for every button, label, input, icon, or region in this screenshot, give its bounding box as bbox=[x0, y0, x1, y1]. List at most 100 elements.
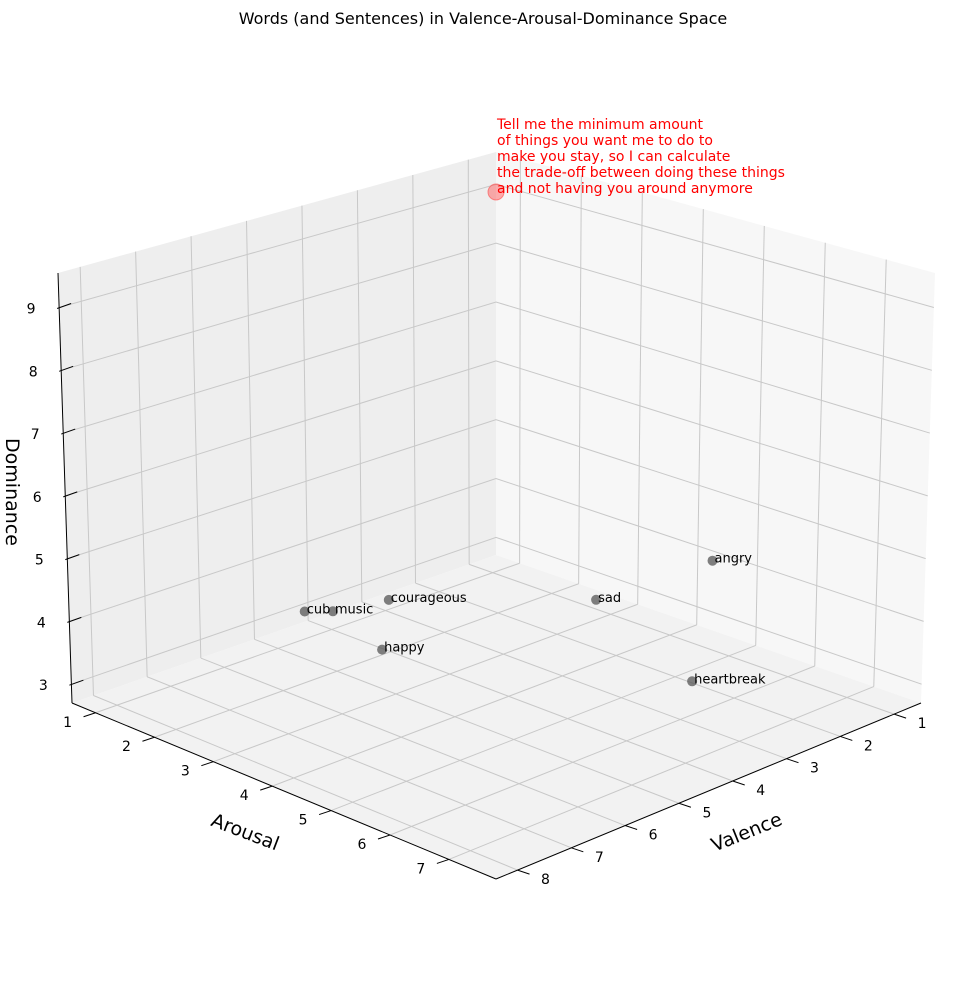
highlight-label: Tell me the minimum amount of things you… bbox=[496, 117, 789, 197]
point-label-courageous: courageous bbox=[391, 591, 467, 606]
grid-wall-arousal bbox=[873, 259, 887, 687]
x-axis-label: Valence bbox=[708, 808, 785, 856]
grid-floor-valence bbox=[415, 582, 841, 737]
grid-wall-dominance bbox=[65, 360, 928, 497]
grid-wall-arousal bbox=[814, 242, 826, 667]
point-sad bbox=[591, 594, 602, 605]
grid-wall-valence bbox=[356, 190, 363, 602]
grid-wall-valence bbox=[467, 159, 470, 565]
valence-tick-label: 2 bbox=[864, 738, 873, 754]
dominance-tick bbox=[69, 679, 84, 686]
dominance-tick-label: 8 bbox=[29, 364, 38, 380]
point-cub bbox=[299, 606, 310, 617]
valence-axis-line bbox=[495, 702, 922, 880]
dominance-tick bbox=[61, 428, 76, 435]
back-left-pane bbox=[58, 152, 496, 703]
arousal-tick bbox=[377, 834, 391, 840]
axis-lines bbox=[57, 272, 922, 880]
highlight-line-2: of things you want me to do to bbox=[497, 133, 713, 149]
grid-wall-arousal bbox=[696, 209, 704, 625]
arousal-tick bbox=[83, 712, 96, 718]
dominance-tick-label: 7 bbox=[31, 427, 40, 443]
valence-tick-label: 5 bbox=[702, 805, 711, 821]
grid-wall-valence bbox=[412, 174, 416, 584]
axis-panes bbox=[58, 152, 935, 879]
arousal-tick-label: 5 bbox=[299, 813, 308, 829]
dominance-tick bbox=[65, 554, 80, 561]
point-label-happy: happy bbox=[384, 641, 425, 656]
valence-tick bbox=[893, 713, 907, 719]
highlight-sentence: Tell me the minimum amount of things you… bbox=[487, 117, 789, 201]
arousal-tick-label: 2 bbox=[122, 739, 131, 755]
point-label-sad: sad bbox=[598, 591, 621, 606]
floor-pane bbox=[72, 555, 921, 879]
valence-tick-label: 1 bbox=[918, 716, 927, 732]
point-label-angry: angry bbox=[715, 552, 753, 567]
valence-tick-label: 6 bbox=[649, 828, 658, 844]
valence-tick-label: 7 bbox=[595, 850, 604, 866]
valence-tick bbox=[732, 780, 745, 786]
grid-wall-dominance bbox=[67, 419, 926, 560]
arousal-tick bbox=[201, 761, 214, 767]
highlight-line-3: make you stay, so I can calculate bbox=[497, 149, 730, 165]
grid-floor-arousal bbox=[154, 583, 579, 738]
grid-wall-valence bbox=[79, 266, 94, 696]
y-axis-label: Arousal bbox=[208, 809, 282, 855]
arousal-tick bbox=[318, 810, 332, 816]
arousal-tick bbox=[436, 858, 450, 864]
highlight-line-4: the trade-off between doing these things bbox=[497, 165, 785, 181]
dominance-axis-line bbox=[57, 272, 73, 704]
grid-wall-dominance bbox=[71, 536, 922, 685]
grid-floor-arousal bbox=[95, 562, 520, 714]
valence-tick bbox=[624, 825, 638, 831]
chart-title: Words (and Sentences) in Valence-Arousal… bbox=[239, 9, 728, 28]
arousal-tick bbox=[142, 736, 155, 742]
grid-wall-valence bbox=[135, 251, 148, 677]
point-heartbreak bbox=[687, 676, 698, 687]
grid-floor-valence bbox=[361, 601, 787, 760]
highlight-line-5: and not having you around anymore bbox=[497, 181, 753, 197]
dominance-tick-label: 9 bbox=[27, 302, 36, 318]
axis-ticks: 1 2 3 4 5 6 7 8 1 2 3 4 5 6 7 3 4 5 6 7 8 9 bbox=[27, 302, 927, 889]
dominance-tick-label: 6 bbox=[33, 490, 42, 506]
grid-wall-dominance bbox=[63, 301, 930, 434]
dominance-tick-label: 4 bbox=[37, 615, 46, 631]
grid-wall-valence bbox=[301, 205, 309, 621]
grid-floor-arousal bbox=[389, 665, 815, 836]
arousal-tick-label: 4 bbox=[240, 788, 249, 804]
grid-floor-valence bbox=[93, 695, 518, 871]
valence-tick-label: 4 bbox=[756, 783, 765, 799]
valence-tick bbox=[517, 869, 530, 875]
back-right-pane bbox=[496, 152, 935, 703]
z-axis-label: Dominance bbox=[1, 438, 23, 546]
point-labels: angry courageous happy music sad heartbreak cu… bbox=[307, 552, 766, 688]
arousal-tick-label: 6 bbox=[358, 837, 367, 853]
valence-tick bbox=[571, 847, 584, 853]
dominance-tick bbox=[63, 491, 78, 498]
grid-wall-arousal bbox=[578, 175, 582, 584]
valence-tick bbox=[678, 802, 692, 808]
grid-floor-arousal bbox=[213, 603, 638, 763]
valence-tick bbox=[786, 758, 799, 764]
point-happy bbox=[377, 644, 388, 655]
grid-wall-arousal bbox=[755, 225, 765, 646]
valence-tick-label: 8 bbox=[541, 872, 550, 888]
grid-floor-valence bbox=[254, 638, 680, 804]
grid-floor-arousal bbox=[330, 644, 756, 812]
grid-floor-valence bbox=[200, 657, 626, 826]
highlight-line-1: Tell me the minimum amount bbox=[496, 117, 704, 133]
grid-wall-valence bbox=[190, 236, 202, 659]
dominance-tick-label: 3 bbox=[39, 678, 48, 694]
point-courageous bbox=[383, 594, 394, 605]
grid-floor-arousal bbox=[448, 686, 874, 860]
dominance-tick bbox=[56, 303, 72, 309]
grid-wall-valence bbox=[246, 220, 255, 640]
dominance-tick bbox=[58, 365, 74, 372]
arousal-axis-line bbox=[71, 702, 497, 880]
grid-floor-valence bbox=[146, 676, 572, 849]
grid-wall-arousal bbox=[519, 158, 521, 564]
point-label-heartbreak: heartbreak bbox=[694, 672, 766, 687]
point-label-cub: cub bbox=[307, 603, 331, 618]
grid-wall-dominance bbox=[61, 242, 932, 371]
